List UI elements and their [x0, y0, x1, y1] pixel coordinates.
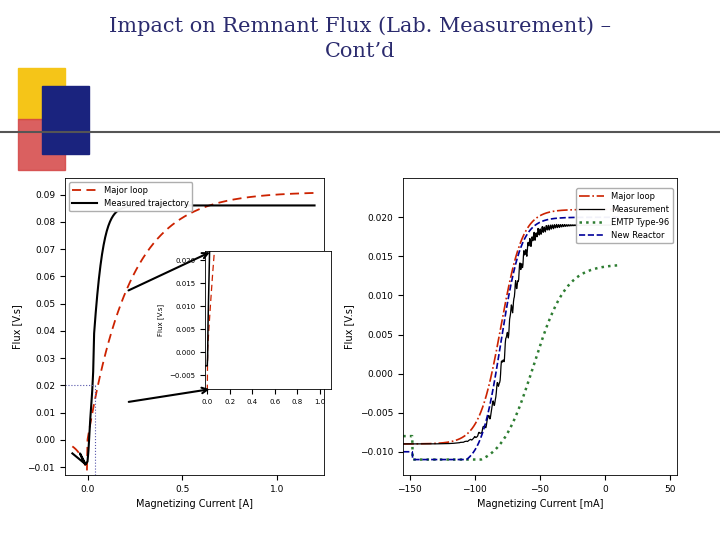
Major loop	[516, 242, 524, 248]
New Reactor	[527, 225, 536, 232]
New Reactor	[399, 449, 408, 455]
Legend: Major loop, Measured trajectory: Major loop, Measured trajectory	[69, 183, 192, 211]
Major loop	[98, 364, 107, 370]
EMTP Type-96	[609, 262, 618, 269]
Major loop	[503, 293, 511, 300]
Major loop	[399, 441, 408, 447]
Text: Impact on Remnant Flux (Lab. Measurement) –
Cont’d: Impact on Remnant Flux (Lab. Measurement…	[109, 16, 611, 61]
Measured trajectory	[68, 450, 77, 457]
Major loop	[245, 194, 253, 200]
Measurement	[609, 222, 618, 228]
Measured trajectory	[77, 457, 86, 464]
Measured trajectory	[279, 202, 287, 208]
New Reactor	[614, 214, 623, 220]
Major loop	[310, 190, 319, 196]
Measurement	[503, 333, 511, 339]
Major loop	[501, 300, 510, 307]
Line: Measured trajectory: Measured trajectory	[73, 205, 315, 464]
Major loop	[165, 225, 174, 231]
Measured trajectory	[71, 453, 80, 459]
Line: EMTP Type-96: EMTP Type-96	[403, 265, 618, 460]
New Reactor	[501, 309, 510, 316]
Y-axis label: Flux [V.s]: Flux [V.s]	[345, 305, 354, 349]
Line: New Reactor: New Reactor	[403, 217, 618, 460]
Line: Major loop: Major loop	[403, 210, 618, 444]
Major loop	[148, 242, 156, 249]
New Reactor	[575, 214, 584, 221]
Measurement	[399, 441, 408, 447]
X-axis label: Magnetizing Current [A]: Magnetizing Current [A]	[136, 500, 253, 509]
Major loop	[614, 206, 623, 213]
Y-axis label: Flux [V.s]: Flux [V.s]	[157, 304, 164, 336]
Measured trajectory	[310, 202, 319, 208]
Major loop	[575, 206, 584, 213]
EMTP Type-96	[503, 431, 511, 437]
New Reactor	[516, 247, 524, 253]
Major loop	[608, 206, 617, 213]
Major loop	[243, 194, 252, 200]
Major loop	[221, 198, 230, 205]
Measurement	[575, 222, 584, 228]
Y-axis label: Flux [V.s]: Flux [V.s]	[12, 305, 22, 349]
Major loop	[527, 220, 536, 226]
New Reactor	[503, 302, 511, 308]
Measurement	[614, 222, 623, 228]
New Reactor	[408, 456, 417, 463]
EMTP Type-96	[399, 433, 408, 440]
Measurement	[552, 221, 561, 228]
EMTP Type-96	[614, 262, 623, 268]
Measured trajectory	[81, 461, 89, 467]
Line: Major loop: Major loop	[73, 193, 315, 470]
X-axis label: Magnetizing Current [mA]: Magnetizing Current [mA]	[477, 500, 603, 509]
Measurement	[501, 340, 510, 346]
New Reactor	[609, 214, 618, 220]
Legend: Major loop, Measurement, EMTP Type-96, New Reactor: Major loop, Measurement, EMTP Type-96, N…	[576, 188, 672, 244]
EMTP Type-96	[516, 402, 524, 409]
EMTP Type-96	[575, 272, 584, 279]
Measured trajectory	[81, 461, 90, 468]
Measured trajectory	[302, 202, 310, 208]
Major loop	[83, 467, 91, 474]
Measurement	[527, 243, 536, 249]
EMTP Type-96	[408, 456, 417, 463]
EMTP Type-96	[501, 433, 510, 440]
Measured trajectory	[214, 202, 222, 208]
Measurement	[516, 261, 524, 268]
EMTP Type-96	[527, 368, 536, 375]
Major loop	[68, 443, 77, 450]
Line: Measurement: Measurement	[403, 225, 618, 444]
